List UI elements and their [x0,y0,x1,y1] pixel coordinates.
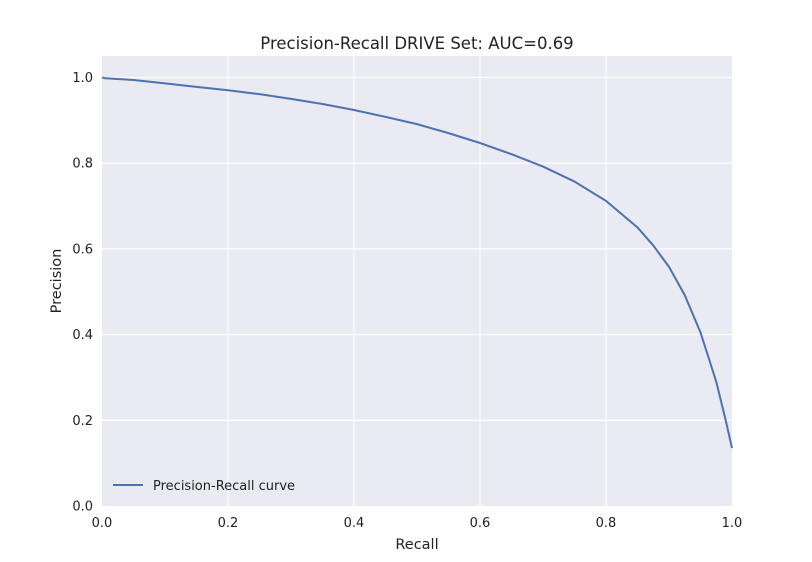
x-tick-label: 0.0 [92,516,113,531]
plot-area [102,56,732,506]
x-tick-label: 1.0 [722,516,743,531]
y-tick-labels: 0.0 0.2 0.4 0.6 0.8 1.0 [72,71,93,515]
x-tick-label: 0.8 [596,516,617,531]
grid-lines [102,56,732,506]
x-tick-label: 0.6 [470,516,491,531]
x-tick-label: 0.2 [218,516,239,531]
y-tick-label: 1.0 [72,71,93,86]
x-tick-label: 0.4 [344,516,365,531]
y-axis-label: Precision [49,249,65,314]
pr-curve-line [101,76,733,449]
x-tick-labels: 0.0 0.2 0.4 0.6 0.8 1.0 [92,516,743,531]
chart-title: Precision-Recall DRIVE Set: AUC=0.69 [260,34,573,53]
y-tick-label: 0.4 [72,328,93,343]
y-tick-label: 0.8 [72,157,93,172]
legend: Precision-Recall curve [113,479,295,494]
y-tick-label: 0.2 [72,414,93,429]
y-tick-label: 0.6 [72,242,93,257]
y-tick-label: 0.0 [72,500,93,515]
legend-label: Precision-Recall curve [153,479,295,494]
x-axis-label: Recall [395,537,438,553]
series-layer [101,76,733,449]
